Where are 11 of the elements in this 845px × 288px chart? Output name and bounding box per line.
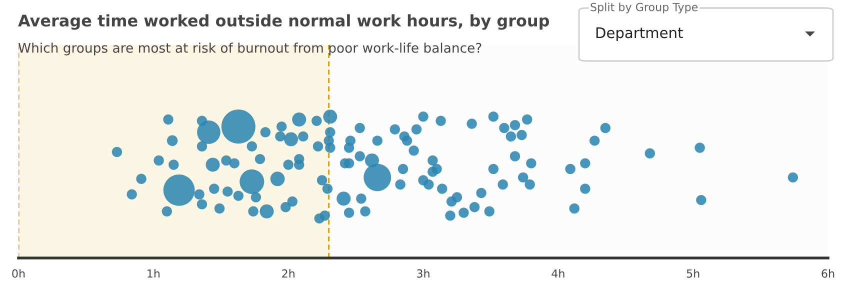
x-tick-label: 4h bbox=[552, 269, 564, 278]
x-tick-label: 2h bbox=[282, 269, 294, 278]
x-tick-label: 1h bbox=[148, 269, 160, 278]
x-tick-label: 6h bbox=[822, 269, 834, 278]
chart-subtitle: Which groups are most at risk of burnout from poor work-life balance? bbox=[18, 42, 482, 56]
x-tick-label: 3h bbox=[417, 269, 430, 278]
chart-title: Average time worked outside normal work hours, by group bbox=[18, 14, 550, 30]
text: Department bbox=[596, 27, 683, 42]
x-tick-label: 5h bbox=[686, 269, 700, 278]
x-tick-label: 0h bbox=[12, 269, 25, 278]
text: Split by Group Type bbox=[590, 2, 698, 14]
